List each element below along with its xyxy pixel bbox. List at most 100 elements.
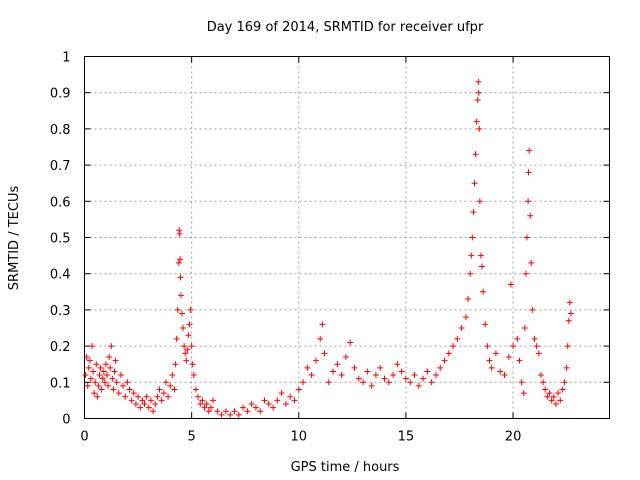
data-point [117,372,124,379]
data-point [261,397,268,404]
data-point [94,393,101,400]
data-point [330,368,337,375]
data-point [492,350,499,357]
grid [84,56,610,419]
data-point [533,343,540,350]
data-point [524,234,530,241]
data-point [471,180,478,187]
data-point [135,393,142,400]
data-point [107,364,114,371]
data-point [567,310,574,317]
data-point [415,382,422,389]
data-point [145,404,152,411]
data-point [458,325,465,331]
data-point [160,390,167,397]
data-point [475,78,482,85]
data-point [278,390,285,397]
data-point [501,372,508,379]
data-point [86,357,93,364]
data-point [477,252,484,259]
y-axis-label: SRMTID / TECUs [7,186,22,291]
data-point [126,386,133,393]
data-point [120,382,127,389]
data-point [85,364,92,371]
data-point [172,361,179,368]
y-tick-label: 0 [62,413,70,428]
data-point [488,364,495,371]
data-point [137,404,144,411]
data-point [113,379,120,386]
data-point [564,343,571,350]
data-point [177,292,184,299]
data-point [465,296,472,303]
data-point [231,408,238,415]
y-tick-label: 0.7 [50,159,71,174]
data-point [174,306,181,313]
data-point [521,325,528,331]
data-point [428,379,435,386]
data-point [173,335,180,342]
data-point [99,375,106,382]
data-point [535,350,542,357]
data-point [355,375,362,382]
data-point [372,372,379,379]
data-point [385,379,392,386]
data-point [102,361,109,368]
data-point [542,386,549,393]
data-point [90,368,97,375]
data-point [265,401,272,408]
data-point [244,408,251,415]
data-point [454,335,461,342]
data-point [185,332,192,339]
data-point [199,397,206,404]
x-tick-label: 5 [188,430,196,445]
data-point [484,343,491,350]
data-point [235,411,242,418]
y-tick-label: 1 [62,51,70,66]
y-tick-label: 0.8 [50,123,71,138]
data-point [110,386,117,393]
plot-frame [84,56,610,419]
data-point [270,404,277,411]
data-point [210,397,217,404]
data-point [227,411,234,418]
data-point [130,390,137,397]
data-point [222,408,229,415]
data-point [154,393,161,400]
data-point [192,386,199,393]
data-point [566,299,573,306]
data-point [432,372,439,379]
data-point [82,372,89,379]
x-tick-label: 10 [291,430,308,445]
data-point [132,401,139,408]
data-point [394,361,401,368]
data-point [518,379,525,386]
data-point [143,393,150,400]
data-point [115,390,122,397]
data-point [304,364,311,371]
data-point [557,397,564,404]
data-point [473,118,480,125]
y-tick-label: 0.1 [50,376,71,391]
data-point [476,198,483,205]
data-point [92,379,99,386]
data-point [507,281,514,288]
data-point [111,368,118,375]
data-point [312,357,319,364]
axis-ticks: 00.10.20.30.40.50.60.70.80.910 5 10 15 20 [50,51,610,445]
data-point [100,368,107,375]
data-point [308,372,315,379]
data-point [522,270,529,277]
data-point [122,393,129,400]
data-point [195,393,202,400]
data-point [526,147,533,154]
data-point [342,353,349,360]
data-point [295,386,302,393]
data-point [84,382,91,389]
data-point [181,343,188,350]
data-point [156,386,163,393]
data-point [525,169,532,176]
data-point [128,397,135,404]
y-tick-label: 0.6 [50,195,71,210]
data-point [139,397,146,404]
